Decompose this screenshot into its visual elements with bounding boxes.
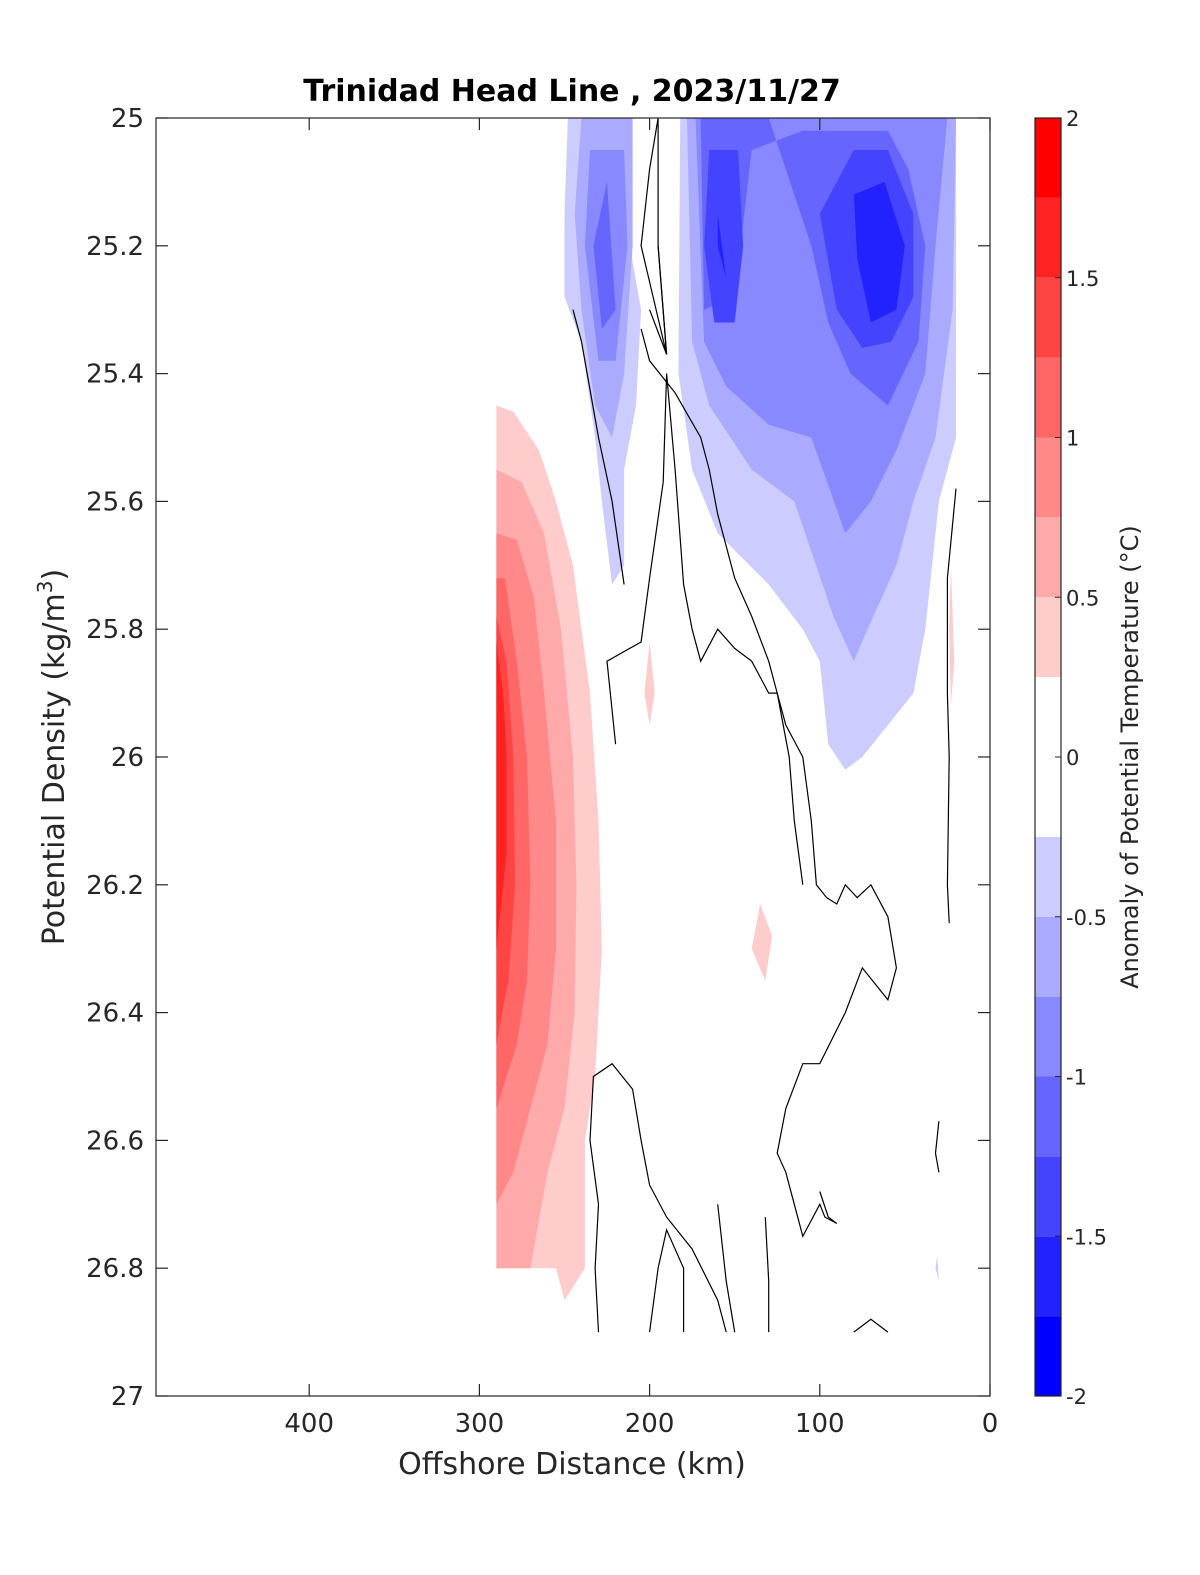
- contour-region-11: [717, 213, 727, 278]
- colorbar-block-3: [1035, 1076, 1061, 1157]
- zero-contour-line-6: [934, 1121, 940, 1173]
- colorbar-block-15: [1035, 118, 1061, 198]
- colorbar-block-13: [1035, 277, 1061, 358]
- colorbar-blocks: [1035, 118, 1061, 1396]
- colorbar-block-1: [1035, 1236, 1061, 1317]
- colorbar-block-11: [1035, 437, 1061, 518]
- zero-contour-line-10: [764, 1217, 770, 1333]
- x-axis-label: Offshore Distance (km): [398, 1447, 746, 1482]
- x-tick-label-4: 0: [982, 1409, 999, 1439]
- y-tick-label-9: 26.8: [86, 1254, 144, 1284]
- y-tick-label-1: 25.2: [86, 232, 144, 262]
- colorbar-tick-label-4: 0: [1066, 746, 1079, 770]
- colorbar-block-7: [1035, 757, 1061, 837]
- x-tick-label-2: 200: [625, 1409, 675, 1439]
- y-axis-label-main: Potential Density (kg/m: [37, 593, 72, 945]
- contour-region-17: [496, 642, 507, 949]
- y-tick-label-8: 26.6: [86, 1126, 144, 1156]
- colorbar-block-9: [1035, 597, 1061, 678]
- colorbar-tick-label-1: 1.5: [1066, 267, 1099, 291]
- colorbar-tick-label-7: -1.5: [1066, 1225, 1107, 1249]
- colorbar-block-2: [1035, 1156, 1061, 1237]
- y-tick-label-0: 25: [111, 104, 144, 134]
- x-tick-label-0: 400: [284, 1409, 334, 1439]
- x-tick-label-1: 300: [455, 1409, 505, 1439]
- zero-contour-line-3: [572, 309, 625, 585]
- contour-region-19: [751, 904, 773, 981]
- y-axis-label-close: ): [37, 569, 72, 581]
- contour-region-20: [949, 565, 955, 706]
- colorbar-block-0: [1035, 1316, 1061, 1396]
- zero-contour-line-2: [649, 118, 668, 355]
- y-axis-label-superscript: 3: [33, 580, 57, 593]
- colorbar-tick-label-5: -0.5: [1066, 906, 1107, 930]
- y-tick-label-7: 26.4: [86, 999, 144, 1029]
- y-tick-label-6: 26.2: [86, 871, 144, 901]
- contour-fill-layer: [496, 118, 956, 1301]
- contour-region-18: [644, 642, 655, 725]
- colorbar: 2 1.5 1 0.5 0 -0.5 -1 -1.5 -2 Anomaly of Potenti…: [1034, 107, 1144, 1409]
- y-tick-label-10: 27: [111, 1382, 144, 1412]
- colorbar-block-6: [1035, 836, 1061, 917]
- zero-contour-line-9: [717, 1204, 736, 1333]
- colorbar-block-4: [1035, 996, 1061, 1077]
- x-tick-label-3: 100: [795, 1409, 845, 1439]
- y-tick-label-5: 26: [111, 743, 144, 773]
- y-axis-ticks: 25 25.2 25.4 25.6 25.8 26 26.2 26.4 26.6 26.8 27: [86, 104, 990, 1412]
- colorbar-tick-label-6: -1: [1066, 1066, 1087, 1090]
- contour-region-3: [593, 181, 616, 329]
- zero-contour-line-4: [606, 373, 804, 885]
- zero-contour-line-0: [640, 328, 898, 1238]
- y-axis-label: Potential Density (kg/m3): [33, 569, 72, 945]
- y-tick-label-3: 25.6: [86, 487, 144, 517]
- plot-area: 400 300 200 100 0 25 25.2 25.4 25.6 25.8 26 26.2 26…: [86, 104, 998, 1439]
- zero-contour-line-7: [589, 1062, 727, 1333]
- zero-contour-layer: [572, 118, 957, 1333]
- colorbar-ticks: 2 1.5 1 0.5 0 -0.5 -1 -1.5 -2: [1055, 107, 1107, 1409]
- colorbar-tick-label-8: -2: [1066, 1385, 1087, 1409]
- colorbar-block-14: [1035, 197, 1061, 278]
- colorbar-label: Anomaly of Potential Temperature (°C): [1116, 525, 1144, 989]
- zero-contour-line-5: [946, 488, 957, 924]
- y-tick-label-4: 25.8: [86, 615, 144, 645]
- contour-region-8: [704, 150, 744, 323]
- y-tick-label-2: 25.4: [86, 360, 144, 390]
- colorbar-tick-label-3: 0.5: [1066, 586, 1099, 610]
- colorbar-tick-label-2: 1: [1066, 427, 1079, 451]
- zero-contour-line-8: [649, 1227, 685, 1333]
- zero-contour-line-11: [853, 1318, 889, 1333]
- colorbar-block-5: [1035, 916, 1061, 997]
- contour-region-10: [853, 181, 905, 323]
- colorbar-block-12: [1035, 357, 1061, 438]
- colorbar-tick-label-0: 2: [1066, 107, 1079, 131]
- colorbar-block-10: [1035, 517, 1061, 598]
- contour-region-21: [935, 1255, 939, 1281]
- colorbar-block-8: [1035, 677, 1061, 757]
- chart-title: Trinidad Head Line , 2023/11/27: [303, 74, 840, 109]
- x-axis-ticks: 400 300 200 100 0: [284, 118, 998, 1439]
